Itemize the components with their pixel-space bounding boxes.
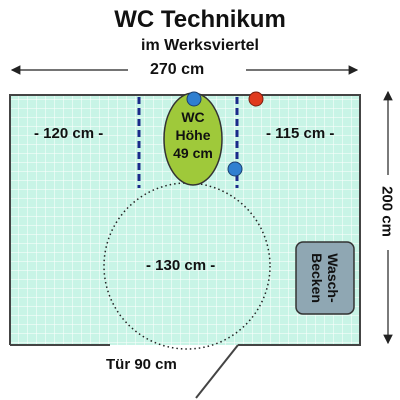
page-title: WC Technikum bbox=[114, 6, 286, 33]
alarm-button-red bbox=[248, 91, 264, 107]
right-clearance-label: - 115 cm - bbox=[266, 125, 335, 142]
sink-label-line2: Becken bbox=[309, 253, 325, 303]
width-label: 270 cm bbox=[150, 61, 205, 78]
toilet-label-line3: 49 cm bbox=[173, 145, 213, 161]
toilet-label-line1: WC bbox=[181, 109, 205, 125]
door-label: Tür 90 cm bbox=[106, 356, 177, 373]
sink-label: Wasch- Becken bbox=[309, 242, 341, 314]
sink-basin bbox=[295, 241, 355, 315]
room-wall bbox=[9, 94, 361, 346]
turning-circle-label: - 130 cm - bbox=[146, 257, 216, 274]
height-label: 200 cm bbox=[378, 186, 396, 237]
flush-button-blue bbox=[186, 91, 202, 107]
turning-circle bbox=[103, 182, 271, 350]
left-clearance-label: - 120 cm - bbox=[34, 125, 104, 142]
door-leaf bbox=[195, 344, 239, 399]
paper-holder-blue bbox=[227, 161, 243, 177]
page-subtitle: im Werksviertel bbox=[141, 37, 259, 54]
sink-label-line1: Wasch- bbox=[325, 253, 341, 303]
toilet-label: WC Höhe 49 cm bbox=[164, 108, 222, 162]
toilet-label-line2: Höhe bbox=[175, 127, 211, 143]
